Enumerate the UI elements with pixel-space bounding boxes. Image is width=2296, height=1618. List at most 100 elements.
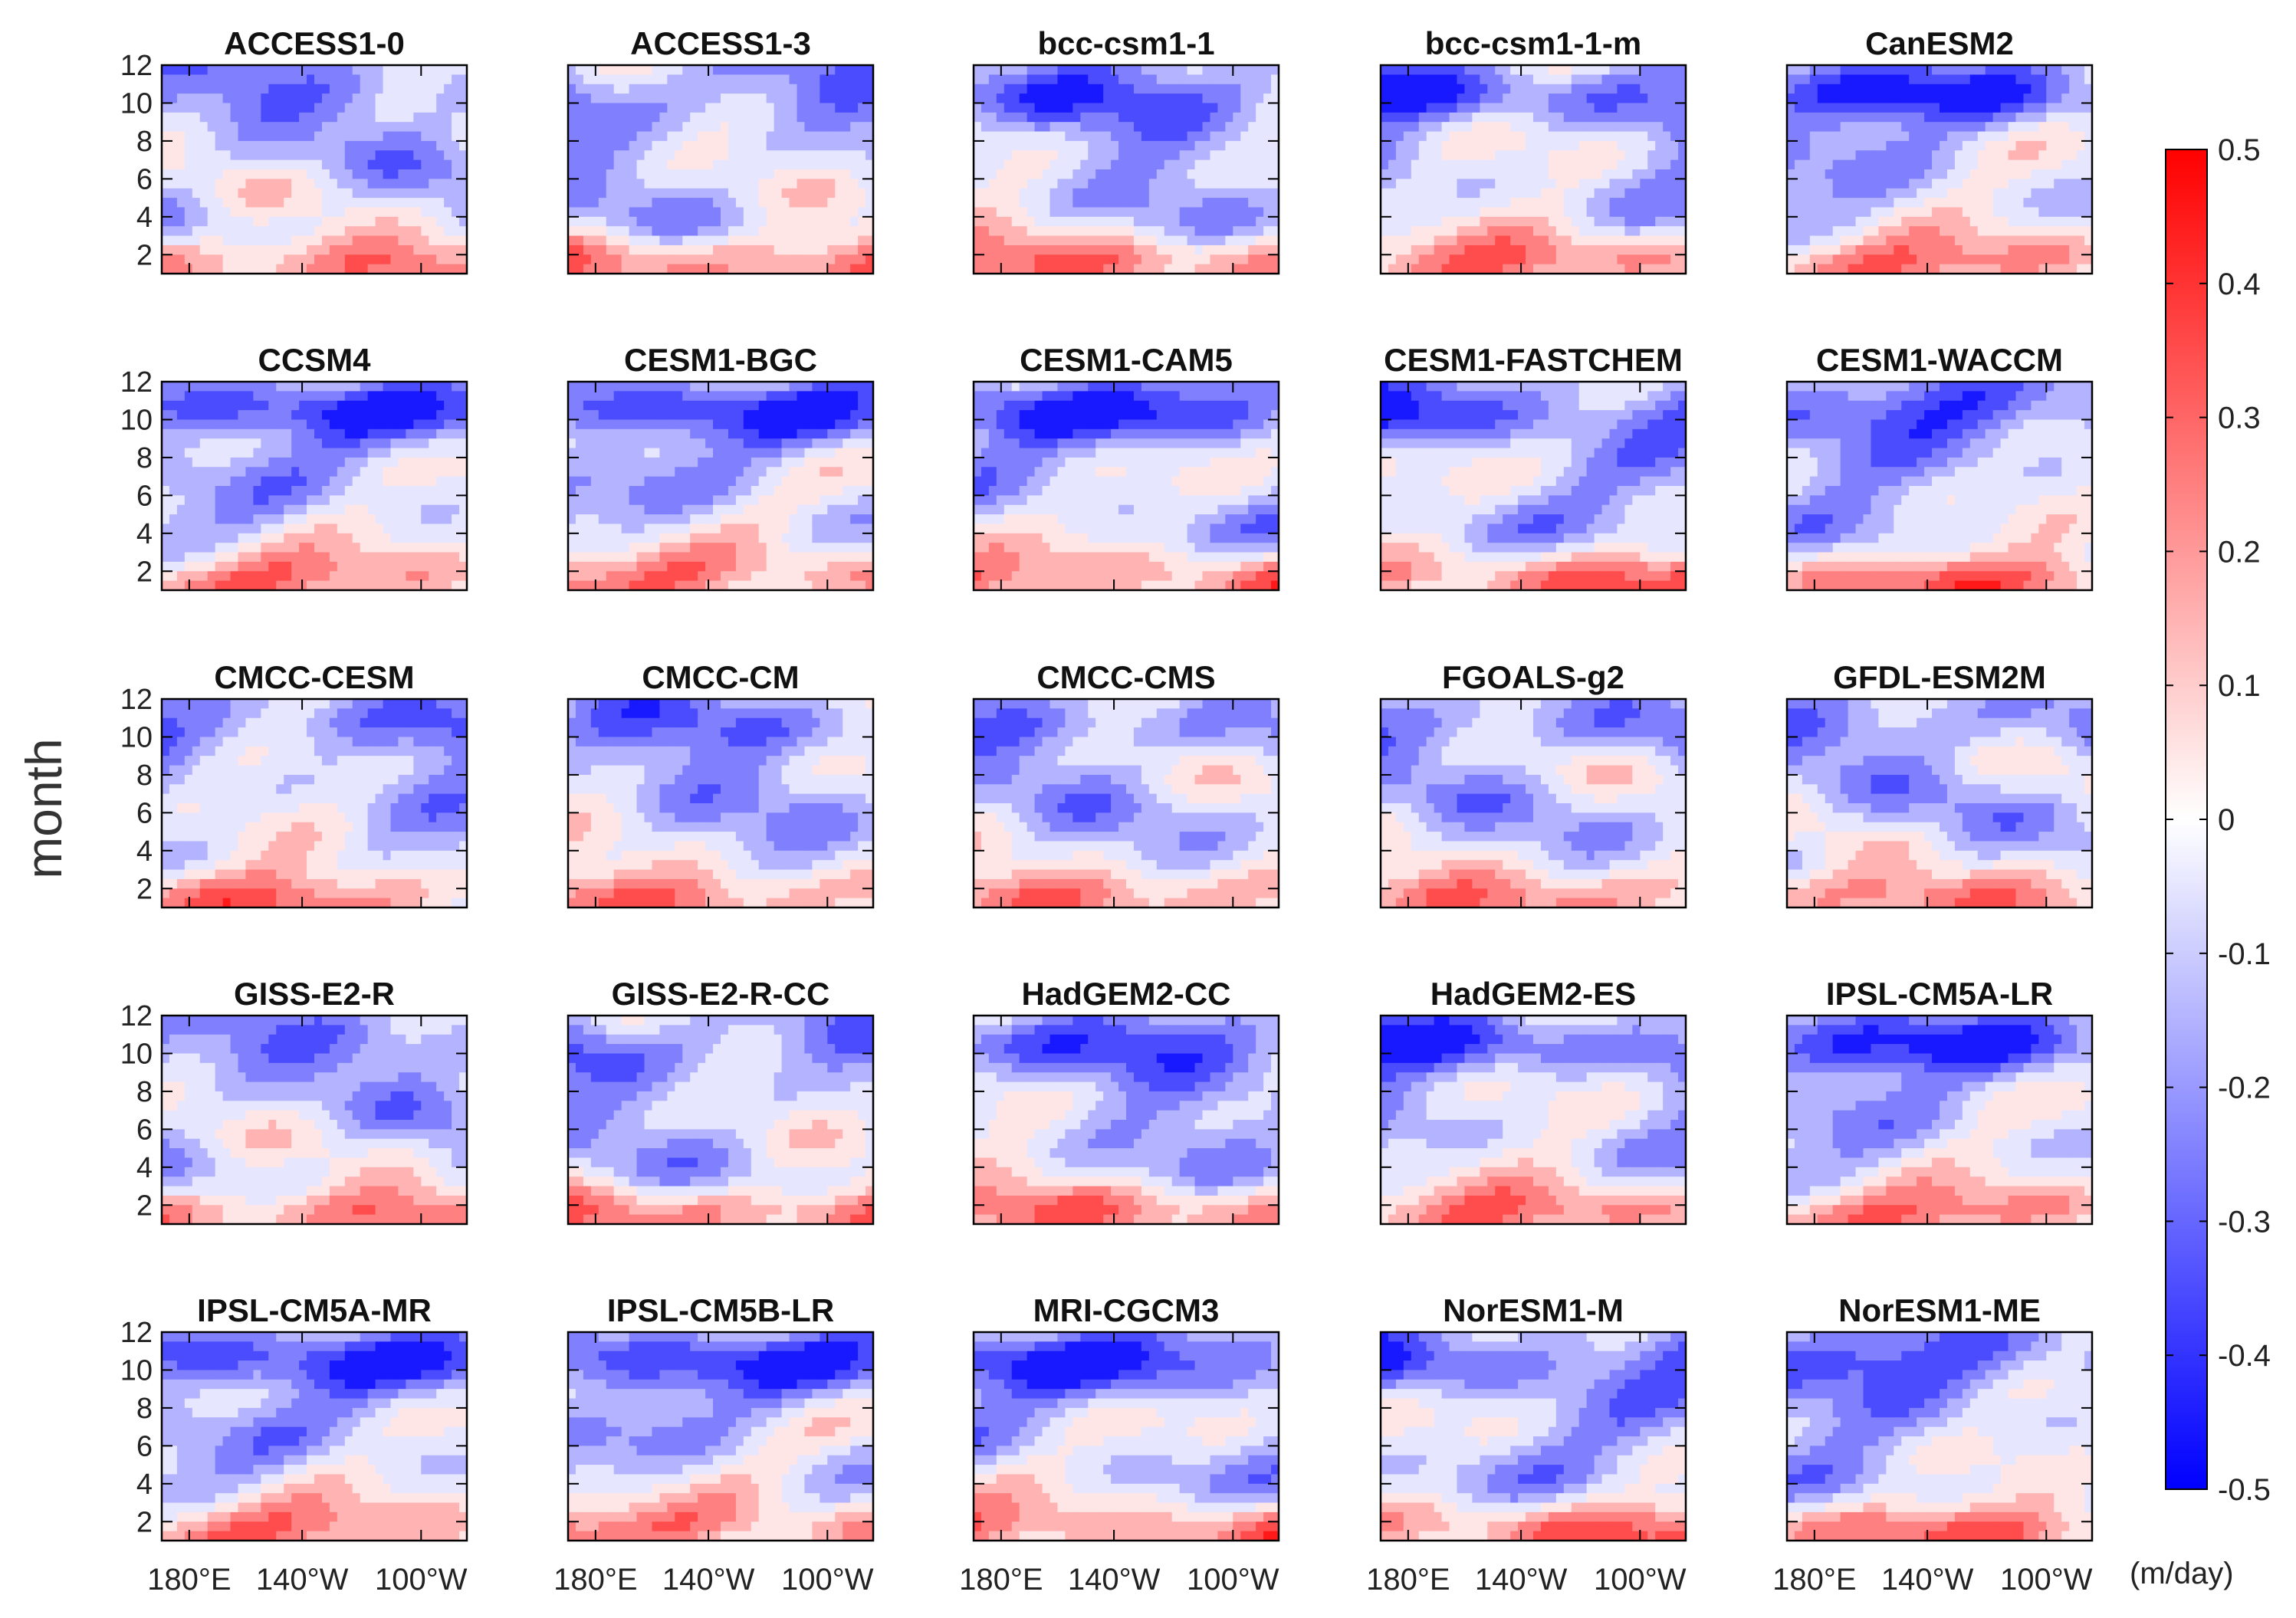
heatmap-cell [1103, 254, 1112, 265]
heatmap-cell [1977, 112, 1986, 123]
heatmap-cell [1670, 245, 1679, 255]
heatmap-cell [1909, 140, 1917, 151]
heatmap-cell [621, 264, 630, 274]
heatmap-cell [207, 504, 216, 515]
heatmap-cell [344, 103, 353, 113]
heatmap-cell [406, 122, 414, 133]
heatmap-cell [1647, 245, 1656, 255]
heatmap-cell [253, 382, 261, 392]
heatmap-cell [1518, 216, 1526, 227]
heatmap-cell [184, 486, 193, 496]
heatmap-cell [1510, 84, 1519, 94]
heatmap-cell [1809, 131, 1818, 142]
heatmap-cell [1802, 188, 1811, 199]
heatmap-cell [192, 504, 201, 515]
heatmap-cell [1441, 179, 1450, 189]
heatmap-cell [230, 467, 239, 478]
heatmap-cell [1871, 207, 1879, 218]
heatmap-cell [1809, 216, 1818, 227]
heatmap-cell [1555, 65, 1565, 75]
heatmap-cell [222, 103, 232, 113]
heatmap-cell [1080, 103, 1089, 113]
heatmap-cell [1640, 264, 1648, 274]
heatmap-cell [735, 65, 744, 75]
heatmap-cell [1381, 188, 1389, 199]
heatmap-cell [1670, 159, 1679, 170]
heatmap-cell [1434, 235, 1443, 246]
heatmap-cell [728, 112, 737, 123]
heatmap-cell [835, 169, 843, 179]
heatmap-cell [1940, 245, 1948, 255]
heatmap-cell [812, 140, 820, 151]
heatmap-cell [758, 188, 767, 199]
heatmap-cell [1609, 179, 1618, 189]
heatmap-cell [804, 140, 813, 151]
heatmap-cell [1411, 264, 1420, 274]
heatmap-cell [1540, 207, 1549, 218]
heatmap-cell [245, 74, 254, 85]
heatmap-cell [1080, 235, 1089, 246]
heatmap-cell [629, 94, 638, 104]
heatmap-cell [390, 245, 399, 255]
heatmap-cell [1617, 235, 1625, 246]
heatmap-cell [1924, 188, 1933, 199]
heatmap-cell [766, 74, 775, 85]
heatmap-cell [1533, 264, 1542, 274]
heatmap-cell [176, 198, 186, 208]
heatmap-cell [1233, 169, 1241, 179]
heatmap-cell [1555, 235, 1565, 246]
heatmap-cell [329, 188, 338, 199]
heatmap-cell [2000, 254, 2009, 265]
heatmap-cell [996, 74, 1005, 85]
heatmap-cell [230, 448, 239, 458]
heatmap-cell [245, 504, 254, 515]
heatmap-cell [1878, 245, 1887, 255]
heatmap-cell [192, 94, 201, 104]
heatmap-cell [1640, 131, 1648, 142]
heatmap-cell [184, 245, 193, 255]
heatmap-cells [162, 382, 468, 591]
heatmap-cell [192, 400, 201, 411]
heatmap-cell [1894, 264, 1902, 274]
heatmap-cell [245, 382, 254, 392]
heatmap-cell [184, 131, 193, 142]
heatmap-cell [1026, 235, 1036, 246]
heatmap-cell [261, 65, 269, 75]
heatmap-cell [2061, 159, 2070, 170]
heatmap-cell [682, 188, 691, 199]
heatmap-cell [199, 467, 209, 478]
heatmap-cell [705, 65, 714, 75]
heatmap-cell [1663, 188, 1671, 199]
heatmap-cell [598, 140, 607, 151]
heatmap-cell [1156, 84, 1165, 94]
heatmap-cell [1118, 150, 1127, 161]
heatmap-cell [176, 561, 186, 572]
heatmap-cell [1640, 207, 1648, 218]
heatmap-cell [459, 226, 468, 237]
heatmap-cell [797, 207, 806, 218]
heatmap-cell [284, 179, 292, 189]
heatmap-cell [1548, 198, 1557, 208]
heatmap-cell [192, 226, 201, 237]
heatmap-cell [344, 216, 353, 227]
heatmap-cell [812, 245, 820, 255]
heatmap-cell [375, 84, 384, 94]
heatmap-cell [1271, 169, 1279, 179]
heatmap-cell [1526, 84, 1534, 94]
heatmap-cell [1670, 198, 1679, 208]
heatmap-cell [850, 216, 859, 227]
heatmap-cell [1457, 131, 1466, 142]
heatmap-cell [314, 131, 323, 142]
heatmap-cell [2046, 188, 2055, 199]
heatmap-cell [789, 198, 798, 208]
heatmap-cell [751, 226, 760, 237]
heatmap-cell [667, 179, 675, 189]
heatmap-cell [1156, 112, 1165, 123]
heatmap-cell [675, 235, 683, 246]
heatmap-cell [636, 103, 645, 113]
heatmap-cell [276, 122, 284, 133]
heatmap-cell [1065, 254, 1073, 265]
heatmap-cell [1133, 188, 1142, 199]
heatmap-cell [222, 448, 232, 458]
heatmap-cell [444, 94, 452, 104]
